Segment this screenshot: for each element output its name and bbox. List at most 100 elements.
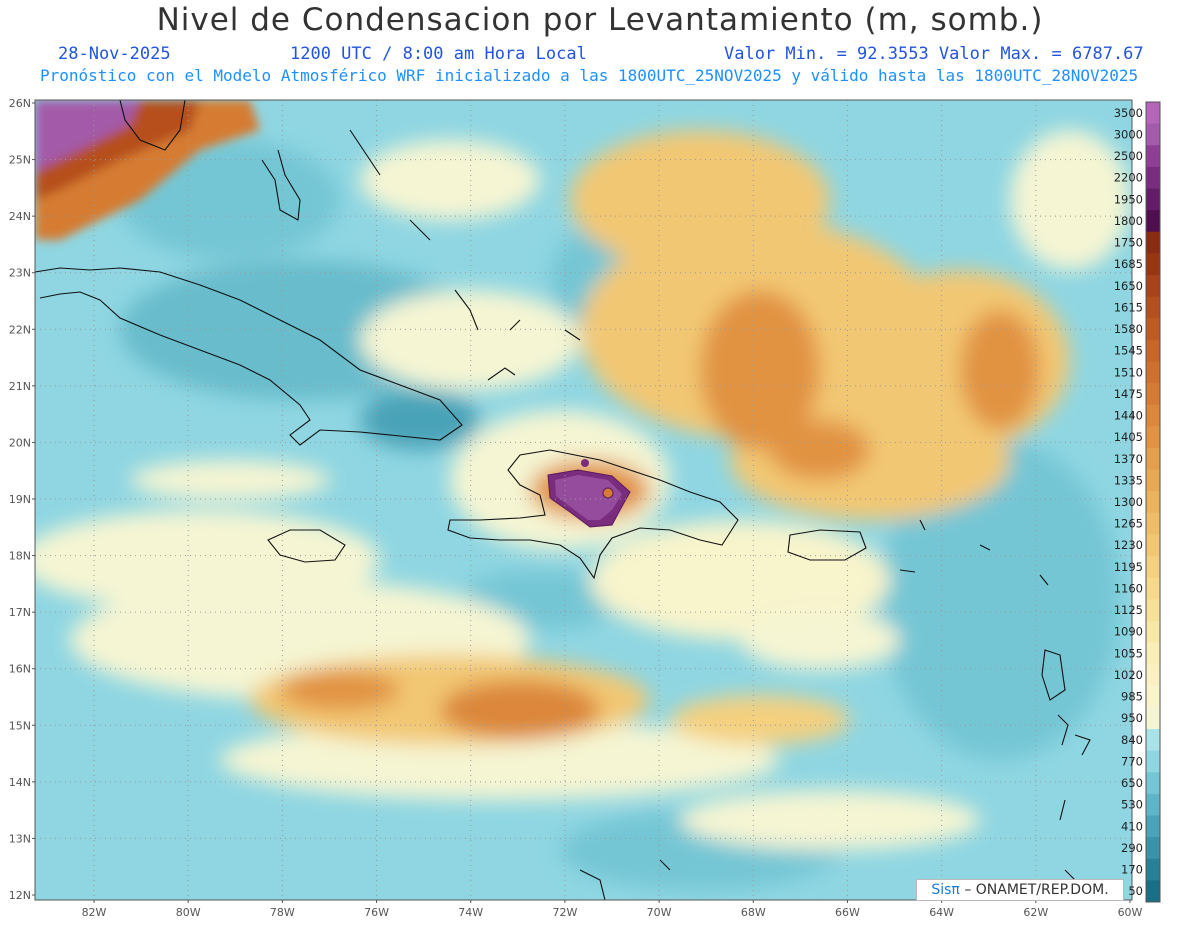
lon-label: 60W [1118, 906, 1143, 919]
colorbar-swatch [1146, 534, 1160, 557]
colorbar-swatch [1146, 512, 1160, 535]
colorbar-swatch [1146, 685, 1160, 708]
lon-label: 66W [835, 906, 860, 919]
plot-frame [34, 99, 1133, 901]
lat-label: 19N [9, 493, 31, 506]
lat-label: 18N [9, 550, 31, 563]
colorbar-label: 50 [1128, 884, 1143, 898]
lat-label: 15N [9, 719, 31, 732]
lat-label: 25N [9, 154, 31, 167]
colorbar-label: 1090 [1114, 625, 1143, 639]
colorbar-swatch [1146, 383, 1160, 406]
colorbar-swatch [1146, 210, 1160, 233]
colorbar-swatch [1146, 102, 1160, 125]
colorbar-swatch [1146, 837, 1160, 860]
colorbar-label: 1055 [1114, 646, 1143, 660]
colorbar-swatch [1146, 750, 1160, 773]
lat-label: 16N [9, 663, 31, 676]
colorbar-swatch [1146, 772, 1160, 795]
colorbar-swatch [1146, 880, 1160, 903]
colorbar-swatch [1146, 447, 1160, 471]
colorbar: 3500 3000 2500 2200 1950 1800 1750 1685 1650 1615… [1114, 101, 1161, 903]
lon-label: 76W [364, 906, 389, 919]
lat-label: 23N [9, 267, 31, 280]
lat-label: 21N [9, 380, 31, 393]
colorbar-label: 170 [1121, 863, 1143, 877]
colorbar-label: 1800 [1114, 214, 1143, 228]
colorbar-swatch [1146, 620, 1160, 644]
colorbar-swatch [1146, 729, 1160, 752]
colorbar-swatch [1146, 188, 1160, 211]
gridlines [35, 100, 1132, 900]
colorbar-swatch [1146, 318, 1160, 341]
colorbar-label: 1160 [1114, 581, 1143, 595]
value-min-max: Valor Min. = 92.3553 Valor Max. = 6787.6… [724, 44, 1144, 64]
colorbar-label: 1950 [1114, 192, 1143, 206]
colorbar-label: 2200 [1114, 171, 1143, 185]
colorbar-swatch [1146, 404, 1160, 427]
colorbar-label: 985 [1121, 690, 1143, 704]
colorbar-swatch [1146, 339, 1160, 362]
sispi-logo: Sisπ [931, 882, 960, 898]
colorbar-swatch [1146, 793, 1160, 817]
colorbar-swatch [1146, 664, 1160, 687]
forecast-description: Pronóstico con el Modelo Atmosférico WRF… [40, 66, 1139, 85]
lon-label: 68W [741, 906, 766, 919]
lon-label: 72W [552, 906, 577, 919]
colorbar-label: 1750 [1114, 236, 1143, 250]
lon-label: 62W [1023, 906, 1048, 919]
colorbar-label: 1475 [1114, 387, 1143, 401]
credit-text: – ONAMET/REP.DOM. [964, 882, 1109, 898]
lon-label: 82W [82, 906, 107, 919]
colorbar-swatch [1146, 361, 1160, 384]
colorbar-label: 1335 [1114, 473, 1143, 487]
colorbar-swatch [1146, 491, 1160, 514]
colorbar-swatch [1146, 707, 1160, 730]
lat-label: 22N [9, 323, 31, 336]
colorbar-swatch [1146, 145, 1160, 168]
lat-label: 17N [9, 606, 31, 619]
colorbar-swatch [1146, 577, 1160, 600]
colorbar-label: 1125 [1114, 603, 1143, 617]
colorbar-label: 1510 [1114, 365, 1143, 379]
colorbar-swatch [1146, 274, 1160, 298]
colorbar-label: 1195 [1114, 560, 1143, 574]
colorbar-label: 1300 [1114, 495, 1143, 509]
colorbar-swatch [1146, 815, 1160, 838]
colorbar-swatch [1146, 469, 1160, 492]
colorbar-swatch [1146, 556, 1160, 579]
colorbar-label: 1545 [1114, 344, 1143, 358]
colorbar-label: 770 [1121, 754, 1143, 768]
lat-label: 26N [9, 97, 31, 110]
colorbar-label: 1650 [1114, 279, 1143, 293]
colorbar-label: 1580 [1114, 322, 1143, 336]
colorbar-label: 3000 [1114, 127, 1143, 141]
latitude-labels: 26N 25N 24N 23N 22N 21N 20N 19N 18N 17N 16N 15N 14N 1… [9, 97, 35, 902]
colorbar-label: 290 [1121, 841, 1143, 855]
colorbar-label: 1440 [1114, 409, 1143, 423]
colorbar-swatch [1146, 253, 1160, 276]
colorbar-label: 1230 [1114, 538, 1143, 552]
lon-label: 80W [176, 906, 201, 919]
lat-label: 13N [9, 832, 31, 845]
credit-box: Sisπ – ONAMET/REP.DOM. [916, 879, 1124, 901]
colorbar-swatch [1146, 231, 1160, 254]
colorbar-label: 1685 [1114, 257, 1143, 271]
colorbar-label: 410 [1121, 819, 1143, 833]
colorbar-label: 530 [1121, 798, 1143, 812]
colorbar-swatch [1146, 296, 1160, 319]
colorbar-label: 650 [1121, 776, 1143, 790]
lat-label: 14N [9, 776, 31, 789]
colorbar-label: 1020 [1114, 668, 1143, 682]
colorbar-label: 1265 [1114, 517, 1143, 531]
colorbar-label: 1615 [1114, 300, 1143, 314]
colorbar-label: 2500 [1114, 149, 1143, 163]
forecast-time: 1200 UTC / 8:00 am Hora Local [290, 44, 587, 64]
map-title: Nivel de Condensacion por Levantamiento … [156, 2, 1044, 38]
lat-label: 24N [9, 210, 31, 223]
lon-label: 70W [647, 906, 672, 919]
colorbar-swatch [1146, 426, 1160, 449]
longitude-labels: 82W 80W 78W 76W 74W 72W 70W 68W 66W 64W 62W 60W [82, 900, 1143, 919]
colorbar-swatch [1146, 858, 1160, 881]
